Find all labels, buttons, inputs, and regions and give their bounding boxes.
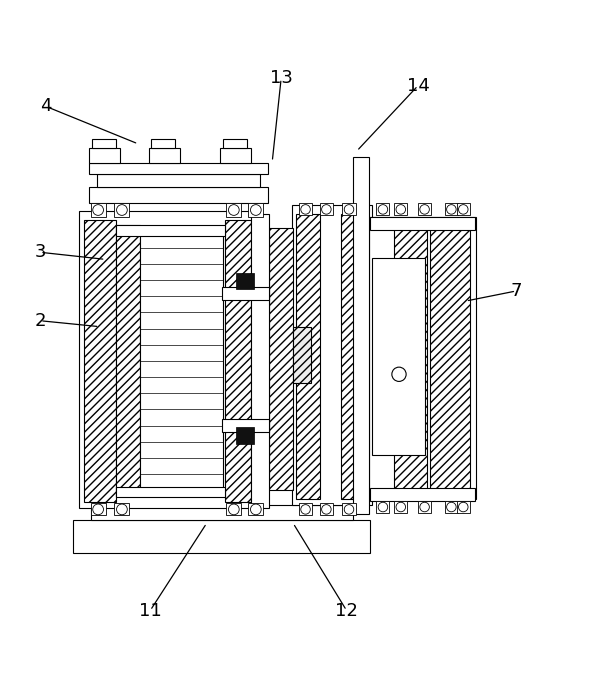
Bar	[91, 505, 353, 520]
Bar	[269, 229, 293, 491]
Bar	[114, 204, 129, 217]
Text: 12: 12	[335, 602, 358, 619]
Bar	[418, 204, 431, 215]
Circle shape	[251, 504, 261, 515]
Bar	[320, 503, 333, 516]
Bar	[343, 503, 356, 516]
Circle shape	[396, 204, 405, 214]
Circle shape	[251, 204, 261, 215]
Bar	[84, 220, 116, 502]
Circle shape	[228, 204, 239, 215]
Bar	[91, 204, 106, 217]
Bar	[116, 225, 140, 496]
Bar	[97, 174, 260, 187]
Bar	[369, 217, 477, 499]
Bar	[457, 501, 470, 513]
Bar	[353, 157, 369, 514]
Bar	[457, 204, 470, 215]
Bar	[292, 204, 372, 505]
Circle shape	[228, 504, 239, 515]
Circle shape	[420, 204, 429, 214]
Bar	[430, 225, 471, 491]
Bar	[376, 501, 389, 513]
Bar	[140, 231, 224, 491]
Bar	[236, 272, 254, 289]
Circle shape	[301, 505, 310, 514]
Bar	[114, 503, 129, 516]
Bar	[299, 204, 312, 215]
Circle shape	[459, 204, 468, 214]
Text: 3: 3	[34, 243, 46, 261]
Bar	[299, 503, 312, 516]
Circle shape	[344, 505, 354, 514]
Bar	[221, 148, 251, 163]
Bar	[445, 204, 458, 215]
Bar	[248, 204, 263, 217]
Bar	[418, 501, 431, 513]
Bar	[151, 139, 175, 148]
Circle shape	[322, 204, 331, 214]
Text: 13: 13	[270, 70, 292, 88]
Bar	[341, 213, 364, 499]
Bar	[394, 204, 407, 215]
Circle shape	[344, 204, 354, 214]
Circle shape	[420, 502, 429, 512]
Bar	[92, 139, 115, 148]
Bar	[90, 148, 120, 163]
Bar	[149, 148, 180, 163]
Bar	[370, 217, 475, 229]
Bar	[394, 501, 407, 513]
Bar	[376, 204, 389, 215]
Text: 2: 2	[34, 312, 46, 329]
Circle shape	[447, 502, 456, 512]
Bar	[293, 327, 311, 383]
Circle shape	[378, 502, 388, 512]
Circle shape	[93, 204, 103, 215]
Bar	[296, 213, 320, 499]
Bar	[394, 225, 427, 491]
Bar	[90, 163, 268, 174]
Text: 14: 14	[407, 76, 429, 95]
Bar	[248, 503, 263, 516]
Bar	[222, 419, 269, 432]
Circle shape	[322, 505, 331, 514]
Bar	[91, 503, 106, 516]
Text: 4: 4	[40, 97, 52, 115]
Circle shape	[93, 504, 103, 515]
Circle shape	[301, 204, 310, 214]
Bar	[343, 204, 356, 215]
Bar	[223, 139, 246, 148]
Circle shape	[459, 502, 468, 512]
Bar	[251, 213, 269, 508]
Bar	[227, 204, 241, 217]
Bar	[370, 488, 475, 501]
Bar	[320, 204, 333, 215]
Bar	[445, 501, 458, 513]
Bar	[73, 520, 370, 553]
Bar	[79, 211, 257, 508]
Circle shape	[392, 367, 406, 382]
Bar	[225, 220, 251, 502]
Circle shape	[396, 502, 405, 512]
Circle shape	[447, 204, 456, 214]
Text: 7: 7	[511, 282, 522, 300]
Bar	[371, 259, 425, 455]
Text: 11: 11	[139, 602, 161, 619]
Bar	[236, 427, 254, 444]
Bar	[222, 287, 269, 300]
Circle shape	[378, 204, 388, 214]
Circle shape	[117, 204, 127, 215]
Bar	[116, 486, 225, 498]
Bar	[90, 187, 268, 204]
Bar	[116, 225, 225, 236]
Bar	[227, 503, 241, 516]
Circle shape	[117, 504, 127, 515]
